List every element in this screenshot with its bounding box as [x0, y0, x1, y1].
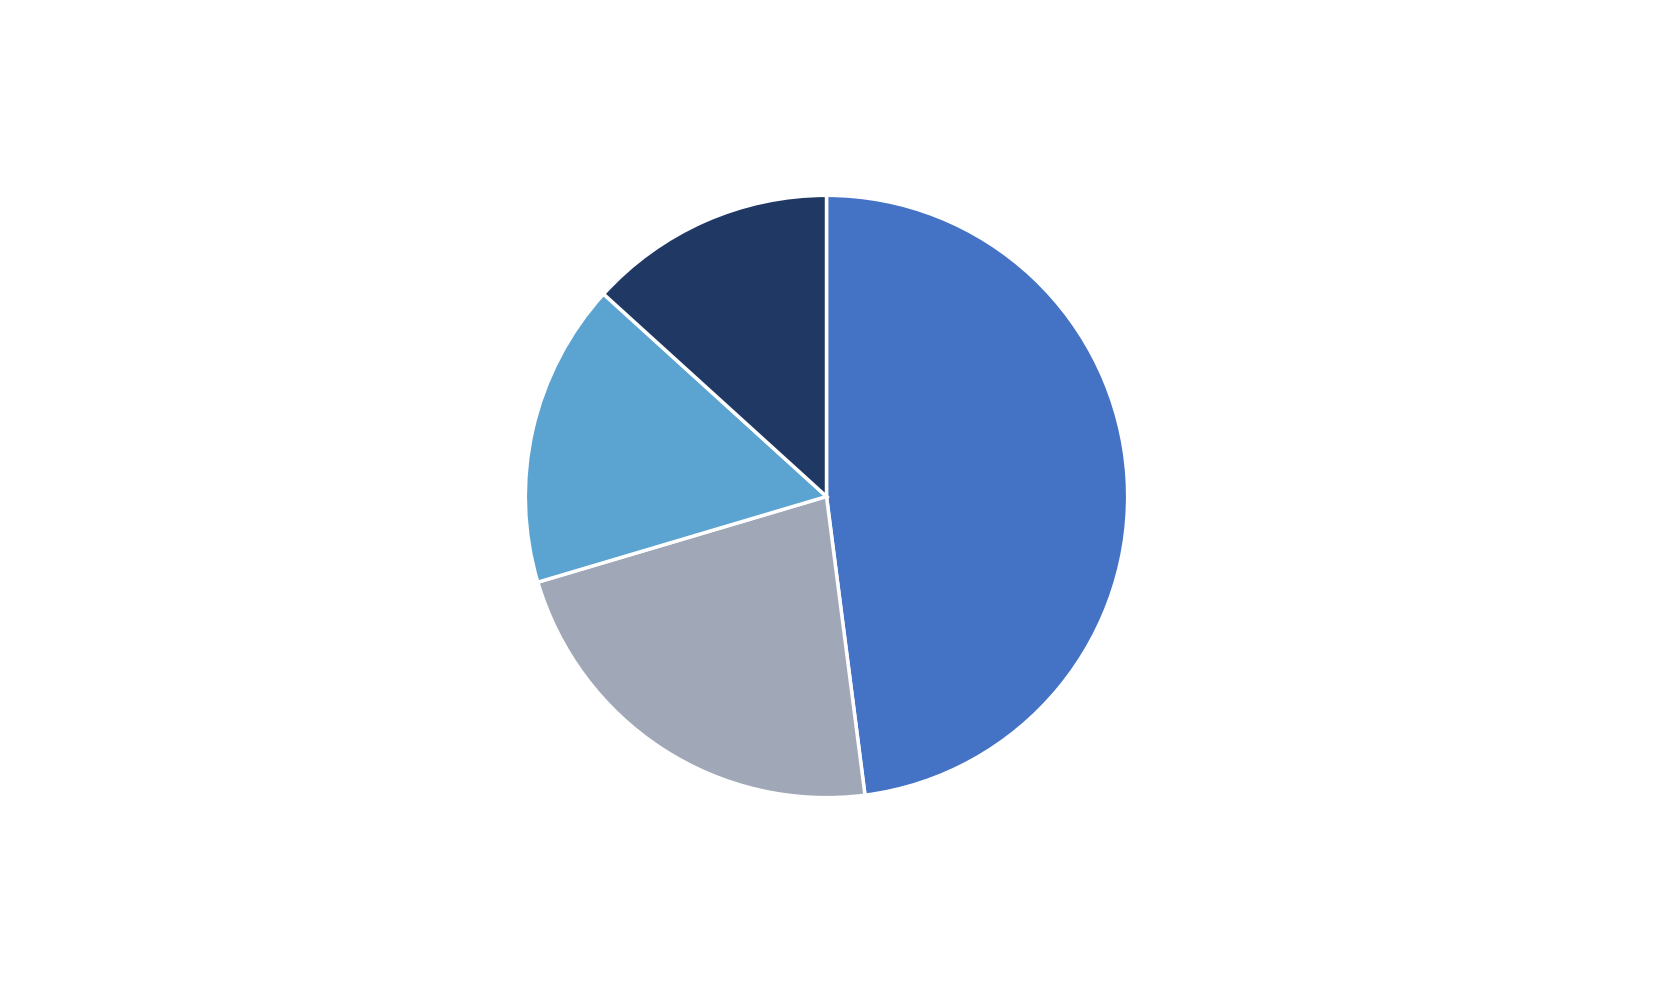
Wedge shape	[537, 496, 865, 797]
Wedge shape	[826, 196, 1127, 795]
Wedge shape	[603, 196, 826, 496]
Wedge shape	[526, 294, 826, 582]
